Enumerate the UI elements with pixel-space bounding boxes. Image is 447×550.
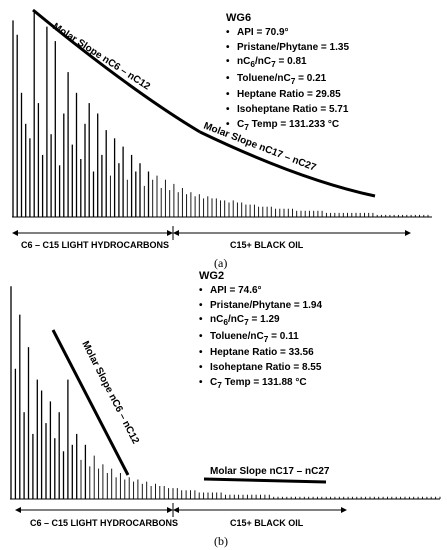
param-heptane-ratio-b: Heptane Ratio = 33.56 (199, 346, 322, 361)
chromatogram-b (10, 286, 441, 499)
param-api-b: API = 74.6° (199, 284, 322, 299)
param-isoheptane-ratio-b: Isoheptane Ratio = 8.55 (199, 361, 322, 376)
param-pristane-phytane-a: Pristane/Phytane = 1.35 (226, 41, 349, 56)
info-box-b: WG2 API = 74.6° Pristane/Phytane = 1.94 … (199, 270, 322, 392)
param-c7-temp-b: C7 Temp = 131.88 °C (199, 376, 322, 393)
param-c7-temp-a: C7 Temp = 131.233 °C (226, 118, 349, 135)
slope-label-1-b: Molar Slope nC6 – nC12 (79, 339, 141, 446)
range-label-heavy-b: C15+ BLACK OIL (230, 518, 304, 528)
caption-a: (a) (214, 256, 227, 270)
param-heptane-ratio-a: Heptane Ratio = 29.85 (226, 88, 349, 103)
slope-line-nc6-nc12-b (51, 329, 130, 476)
param-toluene-nc7-a: Toluene/nC7 = 0.21 (226, 72, 349, 89)
range-arrow-heavy-a (173, 230, 411, 236)
param-api-a: API = 70.9° (226, 26, 349, 41)
caption-b: (b) (214, 534, 228, 548)
range-label-heavy-a: C15+ BLACK OIL (230, 240, 304, 250)
param-nc6-nc7-b: nC6/nC7 = 1.29 (199, 313, 322, 330)
param-nc6-nc7-a: nC6/nC7 = 0.81 (226, 55, 349, 72)
slope-curve-nc17-nc27-a (199, 130, 376, 198)
param-pristane-phytane-b: Pristane/Phytane = 1.94 (199, 299, 322, 314)
panel-a: Molar Slope nC6 – nC12 Molar Slope nC17 … (12, 8, 432, 270)
slope-line-nc17-nc27-b (203, 477, 327, 484)
range-label-light-a: C6 – C15 LIGHT HYDROCARBONS (21, 240, 169, 250)
slope-label-2-b: Molar Slope nC17 – nC27 (210, 466, 330, 477)
info-box-a: WG6 API = 70.9° Pristane/Phytane = 1.35 … (226, 12, 349, 134)
chromatogram-a (12, 12, 429, 217)
range-arrow-light-b (15, 507, 173, 513)
range-arrow-light-a (12, 230, 173, 236)
range-arrow-heavy-b (173, 507, 347, 513)
well-name-b: WG2 (199, 270, 225, 282)
param-isoheptane-ratio-a: Isoheptane Ratio = 5.71 (226, 103, 349, 118)
range-label-light-b: C6 – C15 LIGHT HYDROCARBONS (30, 518, 178, 528)
well-name-a: WG6 (226, 12, 252, 24)
slope-curve-nc6-nc12-a (32, 8, 201, 134)
slope-label-1-a: Molar Slope nC6 – nC12 (50, 21, 152, 93)
param-toluene-nc7-b: Toluene/nC7 = 0.11 (199, 330, 322, 347)
